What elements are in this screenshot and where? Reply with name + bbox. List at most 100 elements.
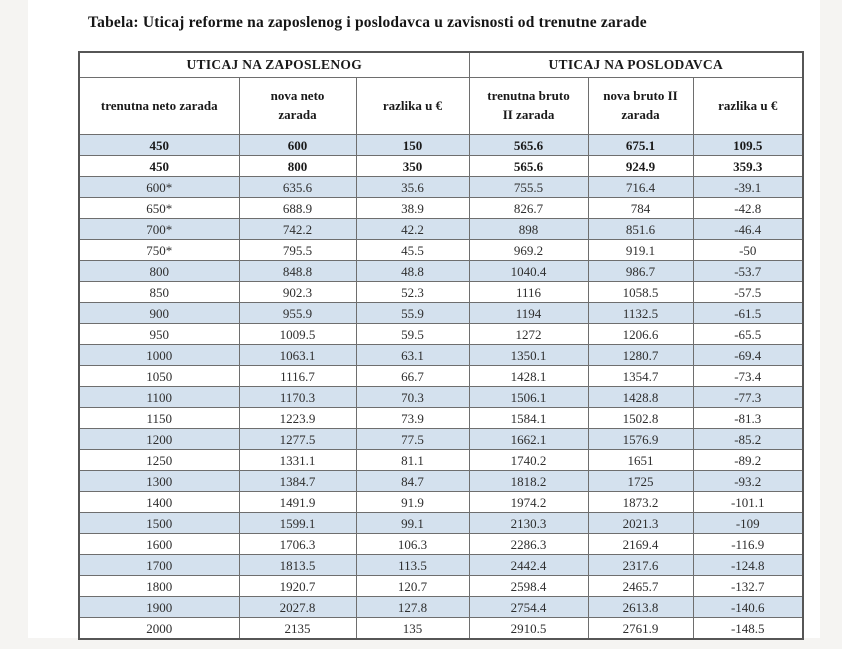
- table-cell: 950: [78, 323, 240, 345]
- table-cell: 359.3: [692, 155, 804, 177]
- table-cell: -46.4: [692, 218, 804, 240]
- table-cell: 35.6: [355, 176, 470, 198]
- table-cell: 2317.6: [587, 554, 694, 576]
- table-cell: -148.5: [692, 617, 804, 640]
- table-cell: 1700: [78, 554, 240, 576]
- table-cell: 742.2: [238, 218, 357, 240]
- table-cell: -124.8: [692, 554, 804, 576]
- table-cell: -61.5: [692, 302, 804, 324]
- table-cell: -89.2: [692, 449, 804, 471]
- reform-impact-table: UTICAJ NA ZAPOSLENOG UTICAJ NA POSLODAVC…: [78, 51, 805, 640]
- table-cell: 135: [355, 617, 470, 640]
- table-cell: 675.1: [587, 134, 694, 156]
- table-row: 1400 1491.9 91.9 1974.2 1873.2 -101.1: [78, 491, 804, 513]
- table-cell: -101.1: [692, 491, 804, 513]
- col-header-new-net: nova neto zarada: [238, 77, 357, 135]
- table-cell: 688.9: [238, 197, 357, 219]
- table-cell: 1350.1: [468, 344, 589, 366]
- table-cell: 1150: [78, 407, 240, 429]
- table-cell: -73.4: [692, 365, 804, 387]
- table-cell: 1194: [468, 302, 589, 324]
- table-cell: 750*: [78, 239, 240, 261]
- table-cell: 1818.2: [468, 470, 589, 492]
- table-cell: 73.9: [355, 407, 470, 429]
- table-cell: 1651: [587, 449, 694, 471]
- table-cell: 2000: [78, 617, 240, 640]
- table-cell: 120.7: [355, 575, 470, 597]
- table-cell: -69.4: [692, 344, 804, 366]
- table-cell: 1706.3: [238, 533, 357, 555]
- table-cell: 113.5: [355, 554, 470, 576]
- table-cell: -39.1: [692, 176, 804, 198]
- table-cell: 63.1: [355, 344, 470, 366]
- table-header: UTICAJ NA ZAPOSLENOG UTICAJ NA POSLODAVC…: [78, 51, 804, 135]
- table-cell: -132.7: [692, 575, 804, 597]
- group-header-employer: UTICAJ NA POSLODAVCA: [468, 51, 804, 78]
- table-cell: 2754.4: [468, 596, 589, 618]
- table-cell: 1662.1: [468, 428, 589, 450]
- table-cell: 350: [355, 155, 470, 177]
- table-cell: 1116: [468, 281, 589, 303]
- table-cell: 52.3: [355, 281, 470, 303]
- table-cell: 59.5: [355, 323, 470, 345]
- table-row: 900 955.9 55.9 1194 1132.5 -61.5: [78, 302, 804, 324]
- table-cell: 851.6: [587, 218, 694, 240]
- table-cell: 716.4: [587, 176, 694, 198]
- table-cell: 955.9: [238, 302, 357, 324]
- table-cell: 1000: [78, 344, 240, 366]
- table-cell: 1050: [78, 365, 240, 387]
- table-cell: 1250: [78, 449, 240, 471]
- table-cell: 77.5: [355, 428, 470, 450]
- table-cell: 1920.7: [238, 575, 357, 597]
- table-cell: 848.8: [238, 260, 357, 282]
- table-body: 450 600 150 565.6 675.1 109.5 450 800 350 565.6 92…: [78, 134, 804, 640]
- table-cell: 1491.9: [238, 491, 357, 513]
- table-cell: 1428.8: [587, 386, 694, 408]
- table-cell: 700*: [78, 218, 240, 240]
- table-cell: 924.9: [587, 155, 694, 177]
- table-cell: 450: [78, 134, 240, 156]
- table-cell: 150: [355, 134, 470, 156]
- table-cell: 55.9: [355, 302, 470, 324]
- table-cell: 109.5: [692, 134, 804, 156]
- table-cell: 1063.1: [238, 344, 357, 366]
- table-row: 1300 1384.7 84.7 1818.2 1725 -93.2: [78, 470, 804, 492]
- table-cell: 826.7: [468, 197, 589, 219]
- table-cell: 1974.2: [468, 491, 589, 513]
- col-header-diff-employee: razlika u €: [355, 77, 470, 135]
- table-cell: 38.9: [355, 197, 470, 219]
- table-row: 450 800 350 565.6 924.9 359.3: [78, 155, 804, 177]
- table-cell: 1300: [78, 470, 240, 492]
- table-cell: 1116.7: [238, 365, 357, 387]
- table-cell: -53.7: [692, 260, 804, 282]
- col-header-current-net: trenutna neto zarada: [78, 77, 240, 135]
- table-cell: 2465.7: [587, 575, 694, 597]
- table-cell: 919.1: [587, 239, 694, 261]
- table-cell: 1506.1: [468, 386, 589, 408]
- table-cell: -50: [692, 239, 804, 261]
- table-title: Tabela: Uticaj reforme na zaposlenog i p…: [88, 14, 647, 31]
- table-row: 600* 635.6 35.6 755.5 716.4 -39.1: [78, 176, 804, 198]
- table-cell: 1100: [78, 386, 240, 408]
- table-cell: 1725: [587, 470, 694, 492]
- table-cell: 650*: [78, 197, 240, 219]
- table-cell: 1400: [78, 491, 240, 513]
- table-cell: 784: [587, 197, 694, 219]
- table-row: 1900 2027.8 127.8 2754.4 2613.8 -140.6: [78, 596, 804, 618]
- table-row: 850 902.3 52.3 1116 1058.5 -57.5: [78, 281, 804, 303]
- table-row: 800 848.8 48.8 1040.4 986.7 -53.7: [78, 260, 804, 282]
- table-row: 1200 1277.5 77.5 1662.1 1576.9 -85.2: [78, 428, 804, 450]
- table-cell: 600: [238, 134, 357, 156]
- table-cell: 800: [78, 260, 240, 282]
- group-header-employee: UTICAJ NA ZAPOSLENOG: [78, 51, 470, 78]
- table-cell: 127.8: [355, 596, 470, 618]
- table-cell: 2169.4: [587, 533, 694, 555]
- table-cell: 2286.3: [468, 533, 589, 555]
- table-cell: -81.3: [692, 407, 804, 429]
- table-cell: 1280.7: [587, 344, 694, 366]
- table-cell: 1873.2: [587, 491, 694, 513]
- col-header-current-gross: trenutna bruto II zarada: [468, 77, 589, 135]
- table-cell: 99.1: [355, 512, 470, 534]
- table-cell: 1272: [468, 323, 589, 345]
- table-cell: 2027.8: [238, 596, 357, 618]
